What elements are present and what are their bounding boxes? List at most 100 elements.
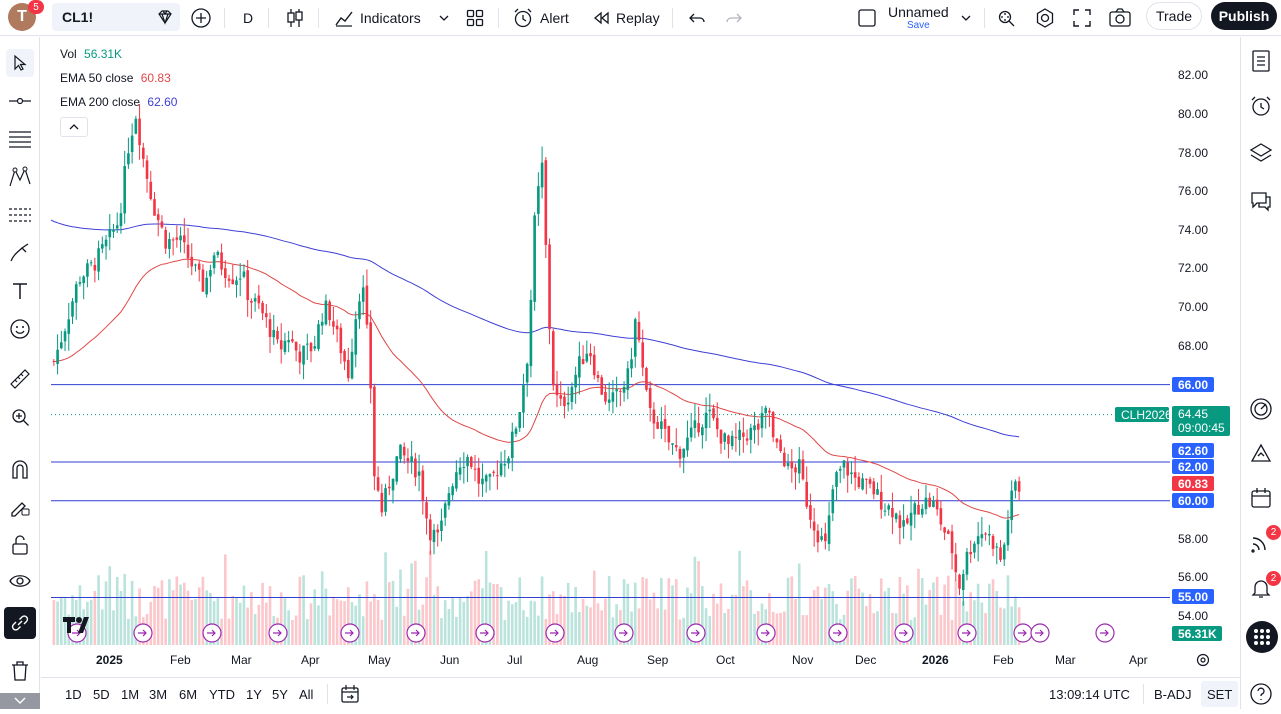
forecast-tool[interactable]: [6, 201, 34, 229]
volume-bar: [801, 615, 805, 645]
magnet-tool[interactable]: [6, 455, 34, 483]
zoom-tool[interactable]: [6, 403, 34, 431]
volume-bar: [227, 618, 231, 645]
news-button[interactable]: [1247, 528, 1275, 556]
lock-tool[interactable]: [6, 531, 34, 559]
calendar-button[interactable]: [1247, 484, 1275, 512]
add-symbol-button[interactable]: [190, 0, 212, 36]
right-sidebar: 2 2: [1240, 37, 1281, 709]
volume-bar: [604, 598, 607, 645]
layouts-button[interactable]: [466, 0, 484, 36]
chart-type-button[interactable]: [285, 0, 305, 36]
visibility-tool[interactable]: [6, 567, 34, 595]
chat-button[interactable]: [1247, 187, 1275, 215]
candle-body: [712, 408, 715, 419]
pattern-tool[interactable]: [6, 163, 34, 191]
range-5d[interactable]: 5D: [93, 686, 110, 702]
range-1y[interactable]: 1Y: [246, 686, 262, 702]
volume-bar: [369, 601, 372, 645]
alerts-clock-button[interactable]: [1247, 92, 1275, 120]
symbol-search[interactable]: CL1!: [52, 3, 180, 31]
link-tool[interactable]: [4, 607, 36, 639]
text-tool[interactable]: [6, 277, 34, 305]
candle-body: [589, 353, 592, 357]
layout-dropdown[interactable]: [960, 0, 972, 36]
publish-button[interactable]: Publish: [1211, 2, 1277, 30]
range-1d[interactable]: 1D: [65, 686, 82, 702]
candle-body: [179, 235, 182, 241]
candle-body: [56, 349, 59, 365]
range-1m[interactable]: 1M: [121, 686, 140, 702]
volume-bar: [708, 615, 712, 645]
candle-body: [961, 574, 965, 591]
top-toolbar: T 5 CL1! D Indicators Alert Replay: [0, 0, 1281, 36]
legend-ema200[interactable]: EMA 200 close 62.60: [60, 95, 177, 109]
trend-line-tool[interactable]: [6, 87, 34, 115]
tradingview-logo[interactable]: [62, 616, 94, 639]
interval-button[interactable]: D: [243, 0, 253, 36]
emoji-tool[interactable]: [6, 315, 34, 343]
volume-bar: [287, 610, 290, 645]
cursor-tool[interactable]: [6, 49, 34, 77]
watchlist-button[interactable]: [1247, 47, 1275, 75]
price-tick: 76.00: [1178, 184, 1209, 198]
trade-label: Trade: [1155, 8, 1193, 24]
axis-settings-button[interactable]: [1195, 652, 1211, 673]
collapse-legend-button[interactable]: [60, 117, 88, 137]
collapse-toolbar-button[interactable]: [0, 693, 40, 709]
range-5y[interactable]: 5Y: [272, 686, 288, 702]
session-toggle[interactable]: SET: [1201, 681, 1239, 707]
snapshot-button[interactable]: [1108, 0, 1132, 36]
range-6m[interactable]: 6M: [179, 686, 198, 702]
quick-search-button[interactable]: [996, 0, 1016, 36]
volume-bar: [727, 609, 730, 645]
goto-date-button[interactable]: [339, 678, 361, 710]
volume-bar: [514, 602, 518, 645]
range-ytd[interactable]: YTD: [209, 686, 235, 702]
layout-name-button[interactable]: Unnamed Save: [888, 0, 949, 36]
candle-body: [354, 319, 358, 355]
delete-tool[interactable]: [6, 657, 34, 685]
candle-body: [313, 346, 317, 349]
adjustment-toggle[interactable]: B-ADJ: [1154, 686, 1192, 702]
legend-volume[interactable]: Vol 56.31K: [60, 47, 122, 61]
brush-tool[interactable]: [6, 239, 34, 267]
legend-ema50[interactable]: EMA 50 close 60.83: [60, 71, 171, 85]
fib-tool[interactable]: [6, 125, 34, 153]
range-3m[interactable]: 3M: [149, 686, 168, 702]
measure-tool[interactable]: [6, 365, 34, 393]
products-button[interactable]: [1246, 621, 1278, 653]
indicators-dropdown[interactable]: [438, 0, 450, 36]
layout-checkbox[interactable]: [857, 0, 877, 36]
time-tick: Oct: [716, 653, 735, 667]
candle-body: [656, 422, 659, 429]
range-all[interactable]: All: [299, 686, 314, 702]
candle-body: [891, 507, 894, 518]
candle-body: [268, 319, 272, 337]
replay-button[interactable]: Replay: [592, 0, 660, 36]
volume-bar: [749, 590, 753, 645]
indicators-button[interactable]: Indicators: [334, 0, 421, 36]
timezone-clock[interactable]: 13:09:14 UTC: [1049, 686, 1130, 702]
ideas-button[interactable]: [1247, 440, 1275, 468]
publish-label: Publish: [1218, 8, 1270, 24]
candle-body: [220, 252, 223, 270]
settings-button[interactable]: [1034, 0, 1056, 36]
redo-button[interactable]: [725, 0, 743, 36]
technicals-button[interactable]: [1247, 395, 1275, 423]
object-tree-button[interactable]: [1247, 139, 1275, 167]
alert-button[interactable]: Alert: [512, 0, 569, 36]
volume-bar: [481, 588, 484, 645]
price-chart[interactable]: [0, 0, 1240, 677]
volume-bar: [674, 579, 678, 645]
volume-bar: [633, 582, 637, 645]
notifications-button[interactable]: [1247, 574, 1275, 602]
drawing-mode-tool[interactable]: [6, 493, 34, 521]
diamond-icon[interactable]: [156, 8, 174, 29]
fullscreen-button[interactable]: [1072, 0, 1092, 36]
candle-body: [305, 343, 309, 345]
help-button[interactable]: [1247, 680, 1275, 708]
trade-button[interactable]: Trade: [1146, 2, 1202, 30]
undo-button[interactable]: [688, 0, 706, 36]
candle-body: [328, 301, 331, 321]
